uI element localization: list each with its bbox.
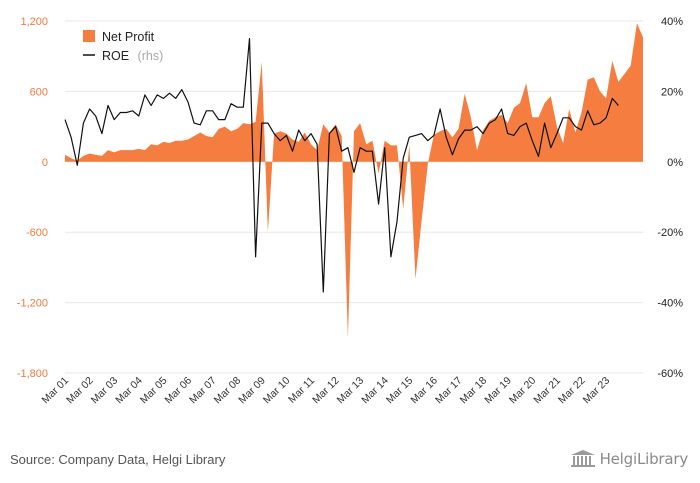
left-tick-label: 1,200 <box>20 16 48 28</box>
source-note: Source: Company Data, Helgi Library <box>10 452 226 467</box>
legend-label-net-profit: Net Profit <box>102 30 155 44</box>
legend-swatch-net-profit <box>83 30 95 42</box>
right-tick-label: 0% <box>667 157 683 169</box>
footer: Source: Company Data, Helgi Library Helg… <box>0 432 700 483</box>
legend-label-roe-suffix: (rhs) <box>138 49 164 63</box>
x-tick-label: Mar 10 <box>261 375 293 407</box>
right-axis: 40% 20% 0% -20% -40% -60% <box>657 16 683 380</box>
left-tick-label: -600 <box>26 227 48 239</box>
x-tick-label: Mar 23 <box>581 375 613 407</box>
right-tick-label: -60% <box>657 368 683 380</box>
x-tick-label: Mar 12 <box>310 375 342 407</box>
chart-svg: 1,200 600 0 -600 -1,200 -1,800 40% 20% 0% -20% -4… <box>17 16 683 406</box>
legend-label-roe: ROE (rhs) <box>102 47 163 64</box>
roe-line-layer <box>64 38 619 293</box>
right-tick-label: -40% <box>657 298 683 310</box>
brand-name: HelgiLibrary <box>599 450 689 468</box>
brand-logo: HelgiLibrary <box>570 447 688 471</box>
legend-label-roe-name: ROE <box>102 49 129 63</box>
roe-line <box>64 38 619 293</box>
net-profit-area <box>65 23 643 338</box>
right-tick-label: -20% <box>657 227 683 239</box>
gridlines <box>65 20 643 374</box>
net-profit-area-layer <box>65 23 643 338</box>
library-building-icon <box>570 450 595 467</box>
left-tick-label: 0 <box>42 157 48 169</box>
left-tick-label: -1,200 <box>17 298 48 310</box>
left-axis: 1,200 600 0 -600 -1,200 -1,800 <box>17 16 48 380</box>
left-tick-label: 600 <box>30 86 48 98</box>
legend: Net Profit ROE (rhs) <box>83 30 163 64</box>
left-tick-label: -1,800 <box>17 368 48 380</box>
right-tick-label: 40% <box>661 16 683 28</box>
right-tick-label: 20% <box>661 86 683 98</box>
